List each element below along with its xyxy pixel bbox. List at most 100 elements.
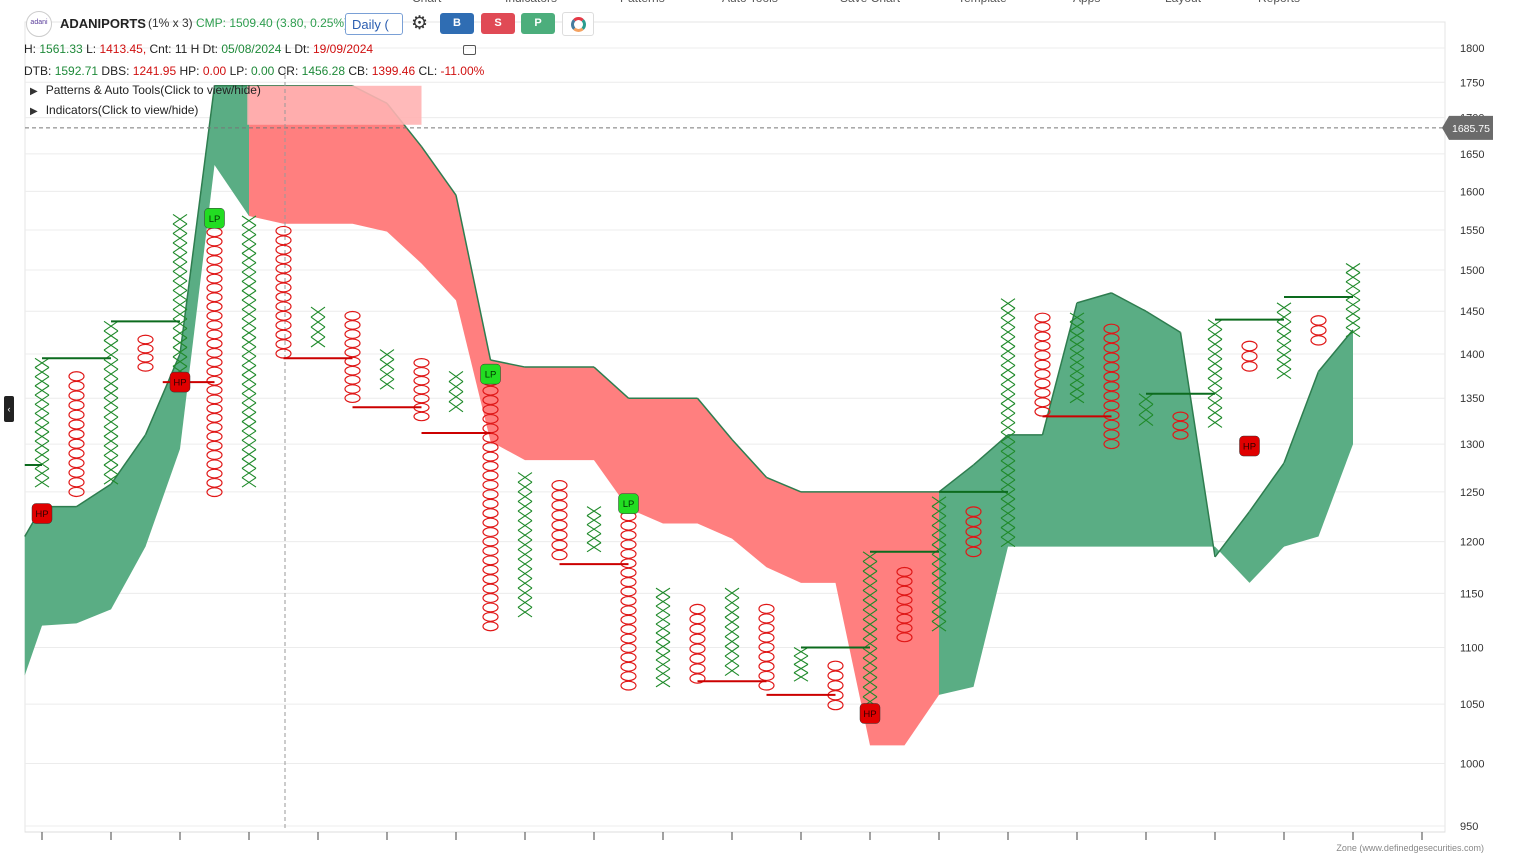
o-box xyxy=(482,527,499,538)
menu-item-chart[interactable]: Chart xyxy=(412,0,441,5)
comment-icon[interactable] xyxy=(463,45,476,55)
y-tick-label: 1200 xyxy=(1460,537,1484,549)
color-wheel-button[interactable] xyxy=(562,12,594,36)
patterns-toggle[interactable]: ▶ Patterns & Auto Tools(Click to view/hid… xyxy=(30,83,261,97)
menu-item-apps[interactable]: Apps xyxy=(1073,0,1100,5)
o-box xyxy=(965,546,982,558)
x-box xyxy=(931,496,947,507)
top-menu: Chart Indicators Patterns Auto Tools Save Ch… xyxy=(0,0,1514,6)
menu-item-reports[interactable]: Reports xyxy=(1258,0,1300,5)
x-box xyxy=(172,213,188,225)
o-box xyxy=(689,643,706,654)
o-column xyxy=(965,506,982,558)
x-box xyxy=(1276,349,1292,361)
indicators-toggle[interactable]: ▶ Indicators(Click to view/hide) xyxy=(30,103,198,117)
y-tick-label: 1800 xyxy=(1460,43,1484,55)
x-box xyxy=(241,458,257,469)
x-box xyxy=(34,394,50,405)
y-tick-label: 1500 xyxy=(1460,265,1484,277)
menu-item-template[interactable]: Template xyxy=(958,0,1007,5)
x-box xyxy=(1000,469,1016,481)
x-box xyxy=(103,397,119,408)
x-box xyxy=(448,371,464,382)
cloud-segment xyxy=(387,103,422,264)
menu-item-layout[interactable]: Layout xyxy=(1165,0,1201,5)
x-box xyxy=(310,326,326,338)
x-box xyxy=(1276,359,1292,370)
marker-label: LP xyxy=(623,499,635,510)
x-box xyxy=(172,251,188,263)
x-box xyxy=(1069,312,1085,323)
x-box xyxy=(931,611,947,622)
x-box xyxy=(1345,327,1361,338)
x-box xyxy=(1000,412,1016,424)
cloud-edge xyxy=(1145,310,1181,334)
x-box xyxy=(655,614,671,625)
x-box xyxy=(1276,330,1292,342)
hdt-label: H Dt: xyxy=(190,42,218,56)
gear-icon[interactable]: ⚙ xyxy=(411,13,429,34)
x-box xyxy=(655,623,671,634)
x-box xyxy=(103,407,119,418)
menu-item-auto-tools[interactable]: Auto Tools xyxy=(722,0,778,5)
x-box xyxy=(517,529,533,541)
x-box xyxy=(103,387,119,399)
cloud-edge xyxy=(1317,329,1354,372)
x-box xyxy=(862,648,878,659)
menu-item-save-chart[interactable]: Save Chart xyxy=(840,0,900,5)
x-box xyxy=(241,327,257,338)
triangle-right-icon: ▶ xyxy=(30,86,38,97)
cloud-segment xyxy=(594,367,629,509)
cloud-highlight xyxy=(247,85,422,125)
buy-button[interactable]: B xyxy=(440,13,474,34)
o-box xyxy=(344,393,361,404)
o-column xyxy=(206,218,223,498)
y-tick-label: 1300 xyxy=(1460,439,1484,451)
y-tick-label: 1750 xyxy=(1460,77,1484,89)
p-button[interactable]: P xyxy=(521,13,555,34)
x-box xyxy=(172,299,188,310)
x-box xyxy=(517,577,533,589)
cb-label: CB: xyxy=(348,64,369,78)
x-box xyxy=(655,659,671,670)
x-column xyxy=(1345,263,1361,338)
marker-label: HP xyxy=(863,709,876,720)
cloud-segment xyxy=(835,491,870,746)
sell-button[interactable]: S xyxy=(481,13,515,34)
x-column xyxy=(379,349,395,390)
o-box xyxy=(482,545,499,556)
x-box xyxy=(241,262,257,273)
cloud-segment xyxy=(1215,511,1250,583)
cloud-edge xyxy=(938,464,974,493)
o-box xyxy=(551,549,568,561)
cloud-segment xyxy=(1077,292,1112,547)
x-box xyxy=(931,553,947,565)
x-box xyxy=(793,663,809,674)
x-box xyxy=(1345,317,1361,328)
cloud-segment xyxy=(111,434,146,610)
x-box xyxy=(103,378,119,389)
x-box xyxy=(862,677,878,688)
o-box xyxy=(1310,335,1327,346)
x-box xyxy=(517,539,533,551)
h-value: 1561.33 xyxy=(39,42,83,56)
x-box xyxy=(1069,357,1085,368)
x-box xyxy=(310,306,326,318)
x-box xyxy=(517,558,533,570)
cloud-segment xyxy=(421,146,456,301)
cloud-segment xyxy=(939,464,974,695)
cloud-segment xyxy=(1318,329,1353,537)
cloud-edge xyxy=(1283,371,1320,464)
marker-label: LP xyxy=(485,370,497,381)
crosshair-price-label: 1685.75 xyxy=(1452,123,1490,135)
timeframe-select[interactable]: Daily ( xyxy=(345,13,403,35)
x-box xyxy=(1207,328,1223,340)
menu-item-indicators[interactable]: Indicators xyxy=(505,0,557,5)
menu-item-patterns[interactable]: Patterns xyxy=(620,0,665,5)
o-column xyxy=(1172,411,1189,440)
x-box xyxy=(1069,330,1085,341)
x-box xyxy=(1000,536,1016,548)
sidebar-collapse-handle[interactable]: ‹ xyxy=(4,396,14,422)
x-box xyxy=(586,533,602,544)
